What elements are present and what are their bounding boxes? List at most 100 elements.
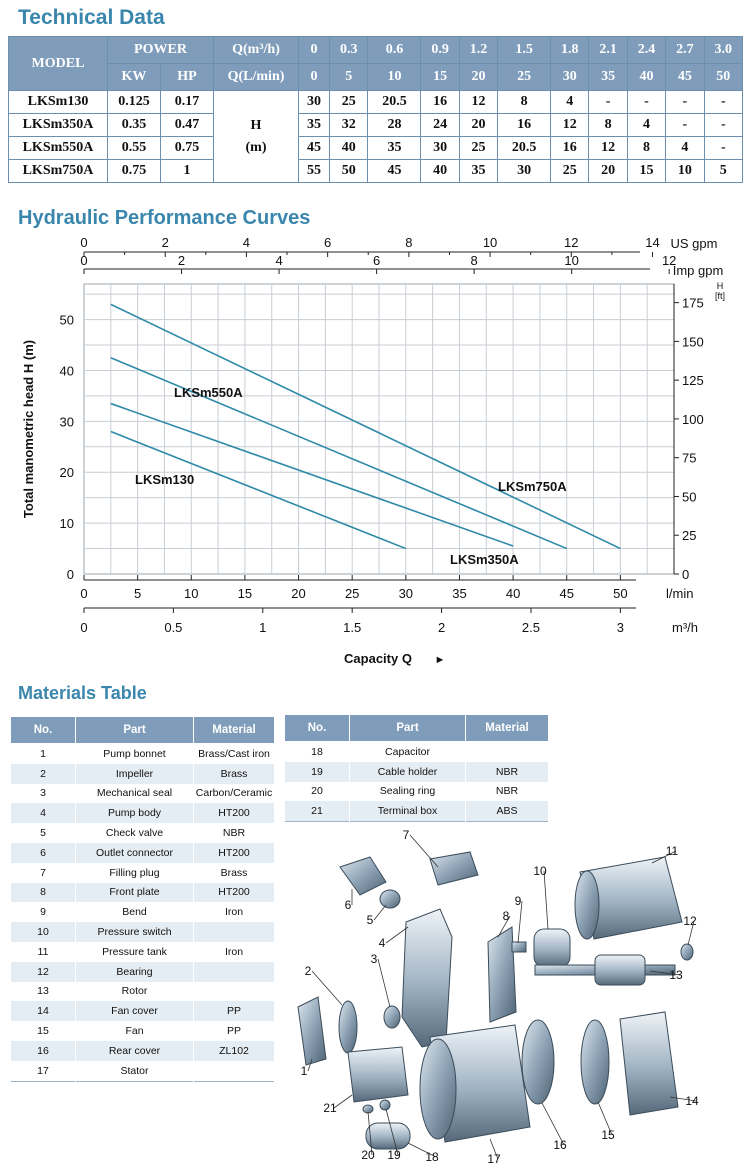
curve-label: LKSm130 [135, 472, 194, 487]
head-value-cell: 30 [420, 136, 460, 160]
model-cell: LKSm550A [8, 136, 108, 160]
leader-line [333, 1094, 353, 1109]
head-value-cell: - [665, 113, 705, 137]
head-value-cell: - [703, 113, 744, 137]
materials-table-title: Materials Table [18, 683, 147, 703]
material-cell: HT200 [193, 842, 275, 863]
model-cell: LKSm750A [8, 159, 108, 183]
head-value-cell: 8 [626, 136, 667, 160]
head-value-cell: 5 [703, 159, 744, 183]
y-tick-label: 0 [67, 567, 74, 582]
leader-line [597, 1101, 613, 1136]
no-cell: 9 [10, 902, 76, 923]
part-cell: Terminal box [349, 801, 466, 822]
no-cell: 6 [10, 842, 76, 863]
table-row: LKSm130 0.125 0.17 H (m) 30 25 20.5 16 12 8 4- - - - [8, 90, 744, 183]
no-cell: 18 [284, 741, 350, 762]
leader-line [497, 915, 511, 938]
table-row: 13 Rotor [10, 981, 275, 1002]
curve-lksm550a [110, 357, 568, 550]
leader-line [541, 1102, 565, 1146]
rear-cover-part [521, 1019, 555, 1105]
table-row: 19 Cable holder NBR [284, 761, 549, 782]
leader-line [517, 900, 523, 944]
part-number-label: 19 [387, 1148, 401, 1162]
x-tick-label: 5 [134, 586, 141, 601]
table-header-row: No. Part Material [10, 716, 275, 744]
material-cell: Brass [193, 862, 275, 883]
head-value-cell: 25 [458, 136, 499, 160]
material-cell: NBR [465, 761, 549, 782]
leader-line [377, 958, 391, 1008]
ft-unit: [ft] [715, 291, 725, 301]
leader-line [651, 850, 677, 864]
us-gpm-tick-label: 2 [162, 235, 169, 250]
x-tick-label: 50 [613, 586, 627, 601]
part-cell: Rotor [75, 981, 194, 1002]
head-value-cell: 12 [550, 113, 590, 137]
material-cell: NBR [465, 781, 549, 802]
outlet-connector-part [339, 856, 387, 896]
no-cell: 4 [10, 803, 76, 824]
table-header-row: No. Part Material [284, 714, 549, 742]
q-lmin-value: 15 [420, 63, 460, 91]
x-tick-label: 15 [238, 586, 252, 601]
materials-table-left: No. Part Material 1 Pump bonnet Brass/Cast… [10, 716, 275, 1082]
head-value-cell: 4 [665, 136, 705, 160]
part-number-label: 7 [403, 828, 410, 842]
material-cell [193, 1060, 275, 1082]
leader-line [543, 870, 549, 930]
y-tick-label: 20 [60, 465, 74, 480]
no-cell: 11 [10, 941, 76, 962]
part-cell: Pump bonnet [75, 743, 194, 764]
curve-lksm130 [110, 430, 407, 550]
head-value-cell: 12 [588, 136, 628, 160]
head-value-cell: 16 [420, 90, 460, 114]
material-cell: ZL102 [193, 1040, 275, 1061]
head-value-cell: 15 [626, 159, 667, 183]
kw-header: KW [107, 63, 161, 91]
leader-line [311, 970, 343, 1006]
leader-line [367, 1111, 373, 1156]
material-cell: Brass [193, 763, 275, 784]
kw-cell: 0.75 [107, 159, 161, 183]
model-header: MODEL [8, 36, 108, 91]
part-header: Part [75, 716, 194, 744]
mechanical-seal-part [383, 1005, 401, 1029]
kw-cell: 0.35 [107, 113, 161, 137]
head-value-cell: - [703, 90, 744, 114]
material-cell [193, 981, 275, 1002]
no-cell: 20 [284, 781, 350, 802]
head-value-cell: 20 [458, 113, 499, 137]
front-plate-part [487, 926, 517, 1023]
part-number-label: 10 [533, 864, 547, 878]
pump-body-part [401, 908, 453, 1048]
part-cell: Outlet connector [75, 842, 194, 863]
no-cell: 17 [10, 1060, 76, 1082]
head-value-cell: 30 [297, 90, 331, 114]
kw-cell: 0.55 [107, 136, 161, 160]
head-value-cell: 35 [367, 136, 422, 160]
table-row: LKSm750A 0.75 1 55 50 45 40 35 30 25 20 15 10 5 [8, 159, 744, 183]
m3h-tick-label: 0.5 [164, 620, 182, 635]
x-tick-label: 25 [345, 586, 359, 601]
m3h-tick-label: 2 [438, 620, 445, 635]
head-value-cell: 10 [665, 159, 705, 183]
head-value-cell: 20 [588, 159, 628, 183]
head-value-cell: 30 [497, 159, 552, 183]
q-m3h-value: 2.4 [626, 36, 667, 64]
ft-tick-label: 100 [682, 412, 704, 427]
part-cell: Check valve [75, 823, 194, 843]
leader-line [307, 1058, 313, 1072]
part-number-label: 6 [345, 898, 352, 912]
q-lmin-value: 10 [367, 63, 422, 91]
no-cell: 2 [10, 763, 76, 784]
head-value-cell: 8 [497, 90, 552, 114]
q-m3h-value: 0.9 [420, 36, 460, 64]
q-m3h-value: 1.5 [497, 36, 552, 64]
material-cell: ABS [465, 801, 549, 822]
material-cell: PP [193, 1001, 275, 1022]
no-header: No. [10, 716, 76, 744]
part-cell: Fan cover [75, 1001, 194, 1022]
